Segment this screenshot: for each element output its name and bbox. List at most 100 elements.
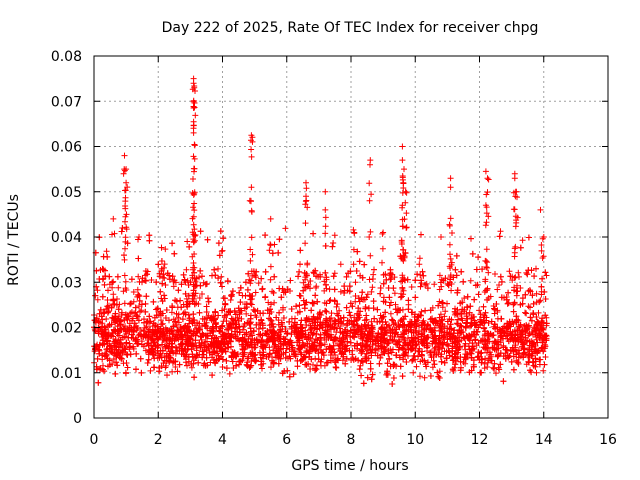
- data-point: [461, 295, 468, 302]
- data-point: [442, 308, 449, 315]
- data-point: [104, 297, 111, 303]
- data-point: [540, 367, 547, 374]
- data-point: [267, 316, 274, 323]
- data-point: [533, 369, 540, 376]
- data-point: [255, 280, 262, 287]
- data-point: [388, 349, 395, 356]
- data-point: [135, 332, 142, 339]
- data-point: [336, 307, 343, 314]
- data-point: [162, 246, 169, 253]
- data-point: [357, 362, 364, 369]
- data-points: [91, 75, 550, 387]
- data-point: [421, 374, 428, 381]
- data-point: [438, 351, 445, 358]
- data-point: [413, 363, 420, 370]
- data-point: [196, 295, 203, 301]
- data-point: [337, 261, 344, 268]
- data-point: [103, 316, 110, 322]
- data-point: [416, 255, 423, 262]
- data-point: [515, 269, 522, 276]
- data-point: [312, 284, 319, 291]
- data-point: [282, 326, 289, 332]
- data-point: [535, 309, 542, 316]
- data-point: [312, 355, 319, 362]
- data-point: [331, 270, 338, 277]
- data-point: [533, 290, 540, 297]
- data-point: [410, 369, 417, 376]
- data-point: [364, 291, 371, 298]
- data-point: [282, 225, 289, 232]
- data-point: [490, 364, 497, 371]
- data-point: [133, 312, 140, 319]
- data-point: [387, 310, 394, 317]
- data-point: [436, 272, 443, 279]
- data-point: [391, 290, 398, 297]
- data-point: [193, 347, 200, 354]
- data-point: [243, 310, 250, 317]
- data-point: [436, 298, 443, 305]
- data-point: [464, 304, 471, 311]
- data-point: [331, 232, 338, 239]
- data-point: [481, 365, 488, 372]
- data-point: [522, 309, 528, 316]
- grid-lines: [94, 56, 608, 418]
- data-point: [494, 286, 501, 293]
- data-point: [215, 265, 221, 272]
- data-point: [542, 354, 549, 360]
- data-point: [408, 284, 415, 290]
- data-point: [337, 288, 344, 295]
- data-point: [225, 278, 231, 285]
- data-point: [123, 360, 130, 366]
- data-point: [169, 368, 176, 375]
- data-point: [416, 261, 423, 268]
- data-point: [441, 313, 448, 320]
- data-point: [109, 279, 115, 286]
- data-point: [352, 279, 359, 286]
- data-point: [417, 272, 424, 278]
- data-point: [519, 237, 526, 244]
- data-point: [122, 278, 129, 285]
- data-point: [94, 287, 101, 294]
- data-point: [453, 320, 460, 327]
- data-point: [437, 327, 444, 334]
- data-point: [439, 299, 446, 306]
- data-point: [247, 363, 254, 370]
- data-point: [437, 311, 444, 318]
- data-point: [493, 370, 499, 377]
- data-point: [467, 277, 474, 284]
- data-point: [94, 296, 101, 303]
- data-point: [226, 370, 233, 377]
- data-point: [484, 359, 491, 366]
- data-point: [350, 226, 357, 233]
- data-point: [172, 364, 179, 370]
- data-point: [103, 248, 110, 255]
- data-point: [120, 288, 127, 295]
- data-point: [506, 268, 513, 275]
- data-point: [497, 228, 504, 235]
- data-point: [397, 318, 404, 325]
- data-point: [138, 327, 144, 333]
- data-point: [467, 349, 474, 356]
- data-point: [517, 285, 524, 291]
- data-point: [466, 309, 473, 316]
- data-point: [168, 309, 175, 316]
- data-point: [271, 299, 278, 306]
- data-point: [252, 289, 259, 296]
- data-point: [147, 367, 154, 374]
- data-point: [368, 318, 375, 325]
- data-point: [219, 364, 226, 370]
- data-point: [417, 373, 423, 380]
- data-point: [115, 284, 122, 291]
- data-point: [275, 321, 282, 328]
- data-point: [188, 364, 195, 371]
- data-point: [321, 341, 328, 348]
- data-point: [172, 350, 179, 357]
- data-point: [369, 284, 376, 291]
- data-point: [300, 279, 307, 286]
- data-point: [130, 289, 137, 295]
- data-point: [476, 307, 483, 314]
- data-point: [431, 281, 438, 288]
- data-point: [326, 286, 333, 293]
